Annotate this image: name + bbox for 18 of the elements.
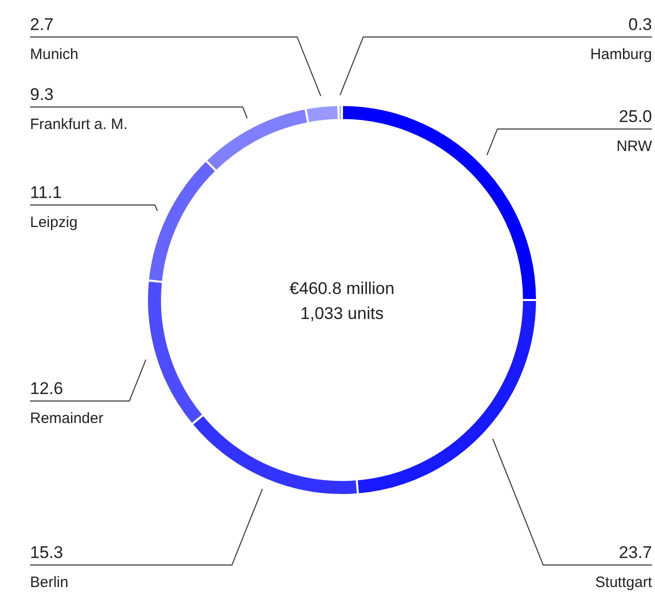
data-label: 9.3 (30, 85, 54, 104)
data-label: 2.7 (30, 15, 54, 34)
slice-label: Leipzig (30, 214, 78, 231)
slice-label: NRW (616, 138, 653, 155)
slice-label: Hamburg (590, 46, 652, 63)
data-label: 23.7 (618, 543, 652, 562)
data-label: 15.3 (30, 543, 64, 562)
data-label: 25.0 (618, 107, 652, 126)
data-label: 0.3 (628, 15, 652, 34)
data-label: 11.1 (30, 183, 62, 202)
slice-label: Frankfurt a. M. (30, 116, 128, 133)
slice-label: Munich (30, 46, 78, 63)
data-label: 12.6 (30, 379, 64, 398)
text: €460.8 million (290, 279, 394, 298)
text: 1,033 units (300, 304, 384, 323)
slice-label: Remainder (30, 410, 104, 427)
slice-label: Berlin (30, 574, 68, 591)
slice-label: Stuttgart (595, 574, 653, 591)
